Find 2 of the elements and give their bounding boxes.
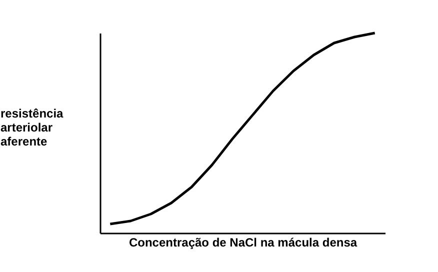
y-axis-title: resistência arteriolar aferente <box>0 106 64 148</box>
x-axis-title: Concentração de NaCl na mácula densa <box>128 236 358 250</box>
